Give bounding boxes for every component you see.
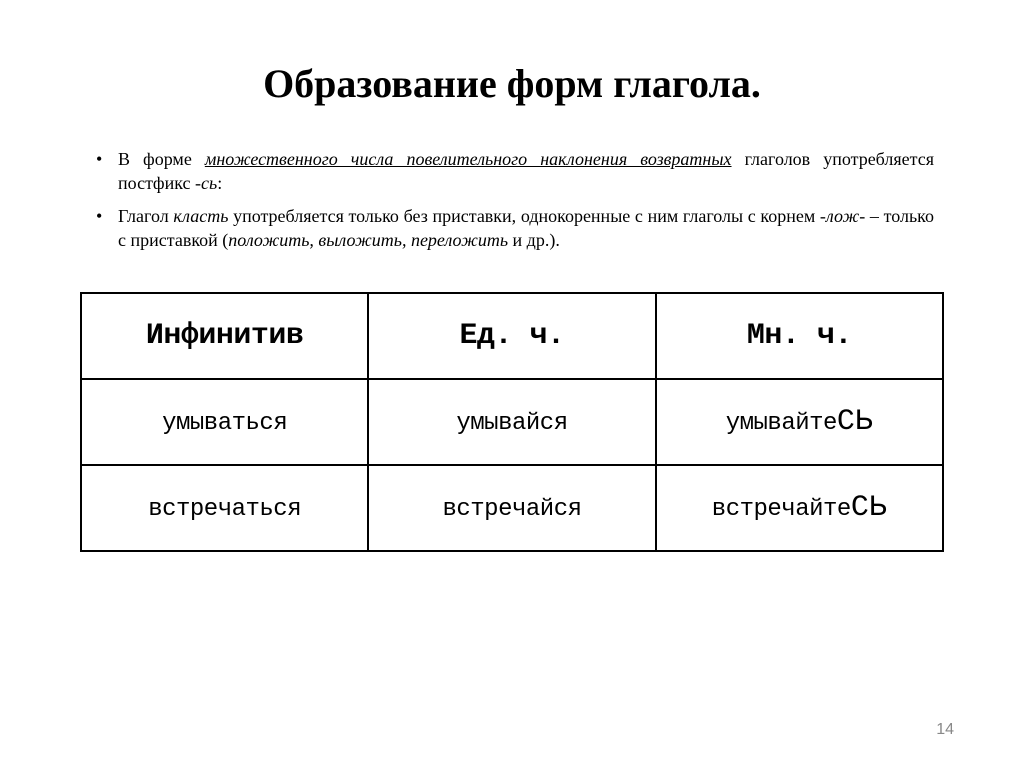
bullet-text: употребляется только без приставки, одно… — [228, 206, 820, 226]
cell-text: умывайся — [456, 410, 567, 437]
cell-text: умывайте — [726, 410, 837, 437]
cell-text: встречаться — [148, 496, 301, 523]
table-header-row: Инфинитив Ед. ч. Мн. ч. — [81, 293, 943, 379]
table-cell: встречаться — [81, 465, 368, 551]
table-cell: умывайся — [368, 379, 655, 465]
cell-emph: СЬ — [851, 491, 887, 525]
bullet-text: Глагол — [118, 206, 173, 226]
bullet-italic: -сь — [195, 173, 217, 193]
slide: Образование форм глагола. В форме множес… — [0, 0, 1024, 767]
bullet-italic: класть — [173, 206, 228, 226]
table-cell: встречайтеСЬ — [656, 465, 943, 551]
grammar-table: Инфинитив Ед. ч. Мн. ч. умываться умывай… — [80, 292, 944, 552]
bullet-italic: -лож- — [820, 206, 865, 226]
cell-text: умываться — [162, 410, 287, 437]
bullet-list: В форме множественного числа повелительн… — [80, 147, 944, 252]
cell-text: встречайте — [712, 496, 851, 523]
bullet-text: В форме — [118, 149, 205, 169]
table-row: умываться умывайся умывайтеСЬ — [81, 379, 943, 465]
table-cell: встречайся — [368, 465, 655, 551]
bullet-text: : — [217, 173, 222, 193]
slide-title: Образование форм глагола. — [80, 60, 944, 107]
table-header-cell: Инфинитив — [81, 293, 368, 379]
table-row: встречаться встречайся встречайтеСЬ — [81, 465, 943, 551]
table-header-cell: Ед. ч. — [368, 293, 655, 379]
cell-emph: СЬ — [837, 405, 873, 439]
page-number: 14 — [936, 721, 954, 739]
table-cell: умываться — [81, 379, 368, 465]
bullet-item: В форме множественного числа повелительн… — [90, 147, 934, 196]
bullet-item: Глагол класть употребляется только без п… — [90, 204, 934, 253]
bullet-italic: положить, выложить, переложить — [228, 230, 508, 250]
cell-text: встречайся — [442, 496, 581, 523]
bullet-text: и др.). — [508, 230, 560, 250]
bullet-underlined: множественного числа повелительного накл… — [205, 149, 732, 169]
table-header-cell: Мн. ч. — [656, 293, 943, 379]
table-cell: умывайтеСЬ — [656, 379, 943, 465]
